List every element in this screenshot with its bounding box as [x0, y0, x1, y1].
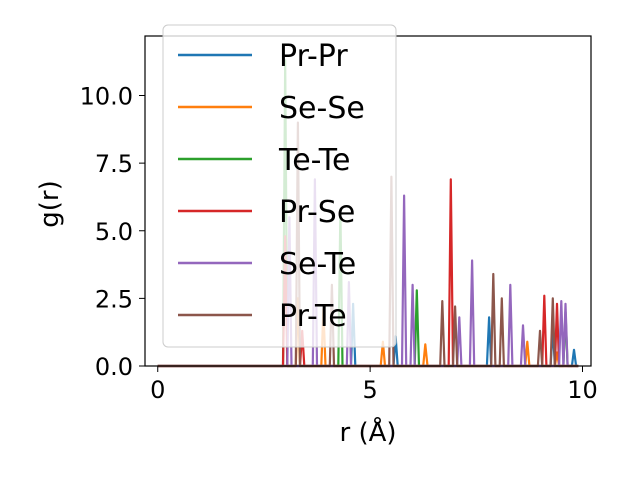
y-axis-label: g(r) — [35, 180, 65, 227]
legend: Pr-Pr Se-Se Te-Te Pr-Se Se-Te Pr-Te — [162, 24, 397, 348]
y-tick-label: 2.5 — [95, 285, 133, 313]
x-tick-label: 5 — [362, 376, 377, 404]
x-tick-label: 0 — [150, 376, 165, 404]
y-tick-label: 10.0 — [80, 83, 133, 111]
legend-box — [162, 24, 397, 348]
y-axis: 0.0 2.5 5.0 7.5 10.0 — [80, 83, 145, 381]
y-tick-label: 7.5 — [95, 150, 133, 178]
legend-label: Se-Te — [279, 247, 356, 282]
x-axis-label: r (Å) — [339, 416, 396, 448]
x-axis: 0 5 10 — [150, 366, 598, 404]
legend-label: Te-Te — [278, 143, 350, 178]
x-tick-label: 10 — [567, 376, 598, 404]
y-tick-label: 5.0 — [95, 218, 133, 246]
legend-label: Pr-Pr — [279, 39, 348, 74]
legend-label: Se-Se — [279, 91, 365, 126]
legend-label: Pr-Te — [279, 299, 347, 334]
y-tick-label: 0.0 — [95, 353, 133, 381]
legend-label: Pr-Se — [279, 195, 355, 230]
